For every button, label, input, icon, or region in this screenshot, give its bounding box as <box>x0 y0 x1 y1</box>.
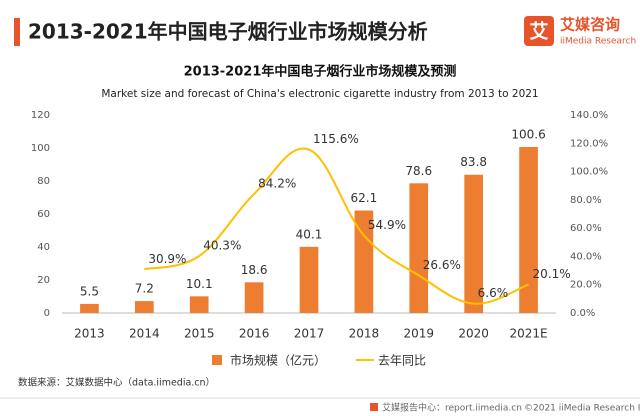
y2-tick-label: 40.0% <box>570 251 602 262</box>
bar <box>409 183 429 313</box>
bar <box>135 301 154 313</box>
line-value-label: 26.6% <box>423 258 461 272</box>
line-value-label: 30.9% <box>148 252 186 266</box>
y2-tick-label: 0.0% <box>570 308 595 319</box>
bar-value-label: 83.8 <box>460 155 487 169</box>
bar-value-label: 7.2 <box>135 282 154 296</box>
line-value-label: 115.6% <box>313 132 359 146</box>
footer-icon <box>370 403 378 411</box>
x-tick-label: 2016 <box>239 327 270 341</box>
bar <box>354 210 374 313</box>
legend-label: 去年同比 <box>378 354 426 368</box>
bar <box>519 147 538 313</box>
y2-tick-label: 100.0% <box>570 167 608 178</box>
x-tick-label: 2014 <box>129 327 160 341</box>
line-value-label: 54.9% <box>368 218 406 232</box>
y-tick-label: 80 <box>37 176 50 187</box>
x-tick-label: 2019 <box>404 327 435 341</box>
y2-tick-label: 20.0% <box>570 280 602 291</box>
y2-tick-label: 80.0% <box>570 195 602 206</box>
y-tick-label: 20 <box>37 275 50 286</box>
line-value-label: 40.3% <box>203 239 241 253</box>
bar-value-label: 62.1 <box>351 191 378 205</box>
y-tick-label: 60 <box>37 209 50 220</box>
line-value-label: 6.6% <box>478 286 509 300</box>
y2-tick-label: 60.0% <box>570 223 602 234</box>
line <box>144 147 529 305</box>
x-tick-label: 2017 <box>294 327 325 341</box>
source: 数据来源：艾媒数据中心（data.iimedia.cn） <box>18 377 215 389</box>
bar <box>299 246 319 313</box>
logo-main: 艾媒咨询 <box>560 16 620 34</box>
bar-value-label: 10.1 <box>186 277 213 291</box>
bar <box>244 282 264 313</box>
legend-swatch <box>212 355 222 365</box>
x-tick-label: 2015 <box>184 327 215 341</box>
y-tick-label: 0 <box>44 308 50 319</box>
logo-mark: 艾 <box>529 21 548 43</box>
y2-tick-label: 120.0% <box>570 138 608 149</box>
bar-value-label: 5.5 <box>80 284 99 298</box>
y-tick-label: 100 <box>31 143 50 154</box>
x-tick-label: 2020 <box>458 327 489 341</box>
legend-label: 市场规模（亿元） <box>230 353 326 368</box>
y2-tick-label: 140.0% <box>570 110 608 121</box>
bar <box>189 296 209 313</box>
logo-sub: iiMedia Research <box>560 37 636 47</box>
bar-value-label: 18.6 <box>241 263 268 277</box>
x-tick-label: 2021E <box>509 327 547 341</box>
bar <box>80 303 99 313</box>
y-tick-label: 120 <box>31 110 50 121</box>
bar-value-label: 40.1 <box>296 227 323 241</box>
bar-value-label: 78.6 <box>405 164 432 178</box>
bar-value-label: 100.6 <box>511 128 545 142</box>
footer-site: 艾媒报告中心：report.iimedia.cn <box>382 402 522 414</box>
line-value-label: 20.1% <box>533 267 571 281</box>
page-title: 2013-2021年中国电子烟行业市场规模分析 <box>28 20 428 44</box>
chart-title: 2013-2021年中国电子烟行业市场规模及预测 <box>184 64 457 80</box>
x-tick-label: 2018 <box>349 327 380 341</box>
line-value-label: 84.2% <box>258 176 296 190</box>
y-tick-label: 40 <box>37 242 50 253</box>
bar <box>464 174 483 313</box>
logo-box <box>524 16 554 46</box>
chart-subtitle: Market size and forecast of China's elec… <box>101 88 538 100</box>
x-tick-label: 2013 <box>74 327 105 341</box>
title-accent <box>14 18 20 46</box>
footer-copyright: ©2021 iiMedia Research Inc <box>524 404 640 414</box>
